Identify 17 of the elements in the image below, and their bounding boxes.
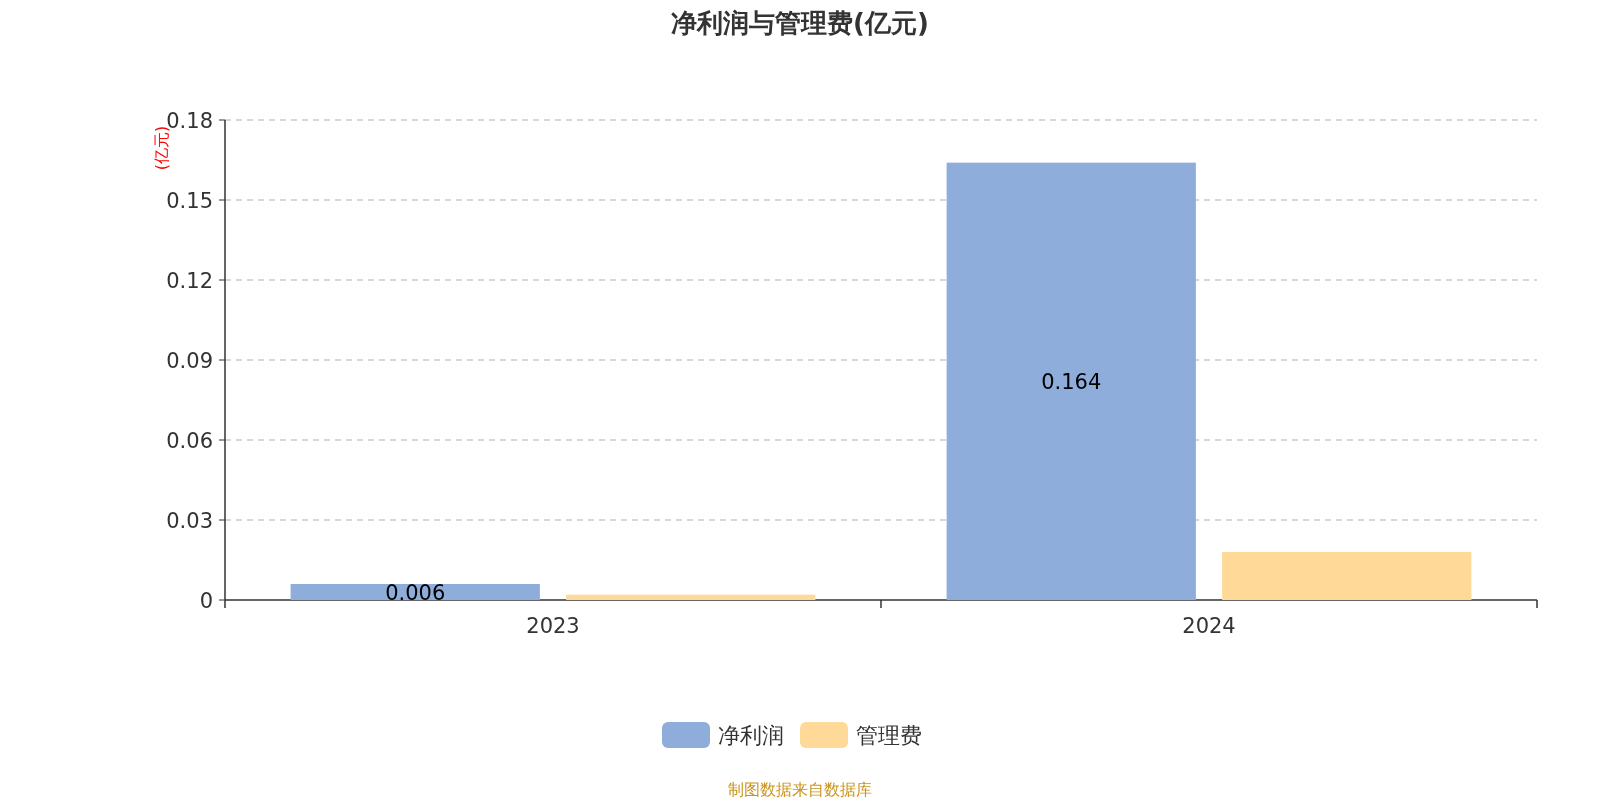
- bar: [1222, 552, 1472, 600]
- y-tick-label: 0.15: [166, 189, 213, 213]
- y-tick-label: 0.09: [166, 349, 213, 373]
- chart-title: 净利润与管理费(亿元): [671, 8, 929, 38]
- y-tick-label: 0.12: [166, 269, 213, 293]
- bar: [946, 162, 1196, 600]
- text: 制图数据来自数据库: [728, 780, 872, 799]
- data-label: 0.164: [1041, 370, 1102, 395]
- data-label: 0.006: [385, 581, 446, 605]
- y-tick-label: 0: [199, 589, 213, 613]
- x-tick-label: 2023: [526, 614, 580, 638]
- bar: [566, 594, 816, 600]
- y-tick-label: 0.03: [166, 509, 213, 533]
- legend-label: 净利润: [718, 723, 784, 748]
- y-tick-label: 0.06: [166, 429, 213, 453]
- x-tick-label: 2024: [1182, 614, 1236, 638]
- legend-label: 管理费: [856, 723, 922, 748]
